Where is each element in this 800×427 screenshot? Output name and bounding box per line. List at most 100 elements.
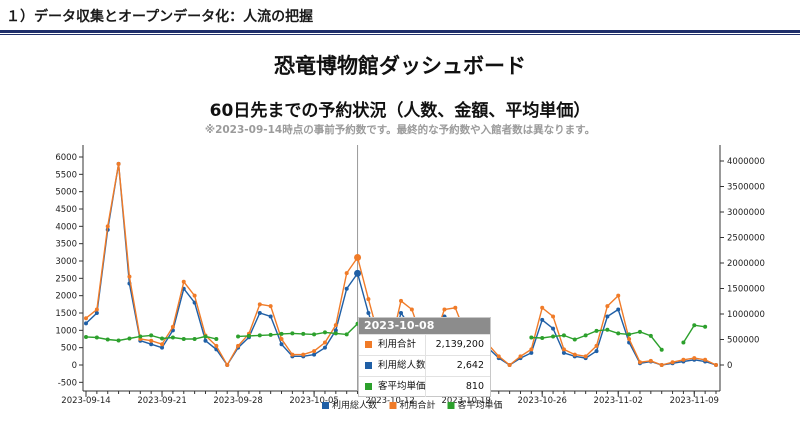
data-point [637, 360, 642, 365]
data-point [160, 342, 165, 347]
data-point [496, 354, 501, 359]
data-point [214, 343, 219, 348]
data-point [594, 328, 599, 333]
data-point [149, 342, 154, 347]
data-point [616, 331, 621, 336]
tooltip-label: 客平均単価 [378, 381, 426, 392]
tooltip-row: 客平均単価 810 [359, 376, 490, 397]
tooltip-value: 2,139,200 [435, 339, 484, 350]
data-point [84, 321, 88, 326]
right-tick-label: 0 [727, 361, 732, 371]
data-point [540, 335, 545, 340]
data-point [659, 363, 664, 367]
data-point [322, 340, 327, 345]
data-point [529, 350, 534, 355]
data-point [192, 293, 197, 298]
data-point [268, 314, 273, 319]
data-point [127, 274, 132, 279]
data-point [583, 333, 588, 338]
data-point [354, 254, 362, 262]
data-point [268, 304, 273, 309]
data-point [236, 334, 241, 339]
hover-tooltip: 2023-10-08 利用合計 2,139,200 利用総人数 2,642 客平… [358, 317, 491, 397]
data-point [442, 307, 447, 312]
data-point [279, 342, 284, 347]
chart-subtitle: ※2023-09-14時点の事前予約数です。最終的な予約数や入館者数は異なります… [204, 124, 596, 136]
data-point [551, 326, 556, 331]
data-point [648, 358, 653, 363]
tooltip-label: 利用総人数 [378, 360, 426, 371]
data-point [583, 354, 588, 359]
series-swatch [365, 362, 372, 369]
data-point [149, 333, 154, 338]
data-point [192, 336, 197, 341]
left-tick-label: 4500 [55, 205, 77, 215]
data-point [84, 316, 88, 321]
data-point [181, 279, 186, 284]
x-tick-label: 2023-10-12 [365, 396, 414, 406]
data-point [605, 314, 610, 319]
data-point [170, 335, 175, 340]
data-point [127, 336, 132, 341]
left-tick-label: 1500 [55, 309, 77, 319]
left-tick-label: 3000 [55, 257, 77, 267]
section-label: １）データ収集とオープンデータ化：人流の把握 [6, 9, 314, 25]
left-tick-label: 2000 [55, 292, 77, 302]
right-tick-label: 1500000 [727, 285, 765, 295]
data-point [518, 354, 523, 359]
data-point [279, 331, 284, 336]
x-tick-label: 2023-11-09 [670, 396, 719, 406]
data-point [572, 337, 577, 342]
left-tick-label: 500 [61, 344, 77, 354]
data-point [312, 332, 317, 337]
x-tick-label: 2023-09-28 [213, 396, 262, 406]
data-point [507, 363, 512, 367]
data-point [116, 338, 121, 343]
data-point [692, 356, 697, 361]
data-point [605, 304, 610, 309]
series-swatch [365, 383, 372, 390]
right-tick-label: 2000000 [727, 259, 765, 269]
left-tick-label: 2500 [55, 274, 77, 284]
data-point [670, 360, 675, 365]
x-tick-label: 2023-09-14 [61, 396, 110, 406]
tooltip-value: 810 [465, 381, 484, 392]
data-point [561, 333, 566, 338]
right-tick-label: 2500000 [727, 234, 765, 244]
header-rule [0, 30, 800, 33]
series-line [682, 324, 706, 343]
data-point [138, 334, 143, 339]
data-point [551, 334, 556, 339]
legend-item: 利用総人数 [332, 399, 377, 411]
header-rule-thin [0, 34, 800, 35]
data-point [703, 357, 708, 362]
data-point [301, 352, 306, 357]
left-tick-label: 5500 [55, 170, 77, 180]
data-point [257, 333, 262, 338]
data-point [344, 271, 349, 276]
tooltip-date: 2023-10-08 [359, 318, 490, 334]
chart-title: 60日先までの予約状況（人数、金額、平均単価） [209, 101, 591, 121]
left-tick-label: 3500 [55, 240, 77, 250]
data-point [594, 343, 599, 348]
data-point [203, 338, 208, 343]
data-point [94, 311, 99, 315]
data-point [312, 349, 317, 354]
data-point [453, 305, 458, 310]
data-point [333, 323, 338, 328]
data-point [246, 333, 251, 338]
data-point [344, 286, 349, 291]
data-point [637, 329, 642, 334]
left-tick-label: 5000 [55, 188, 77, 198]
right-tick-label: 4000000 [727, 157, 765, 167]
data-point [160, 336, 165, 341]
data-point [366, 311, 371, 315]
data-point [627, 332, 632, 337]
data-point [648, 333, 653, 338]
legend-swatch [322, 402, 329, 409]
data-point [94, 335, 99, 340]
data-point [322, 330, 327, 335]
data-point [312, 352, 317, 357]
data-point [681, 340, 686, 345]
left-tick-label: 4000 [55, 222, 77, 232]
